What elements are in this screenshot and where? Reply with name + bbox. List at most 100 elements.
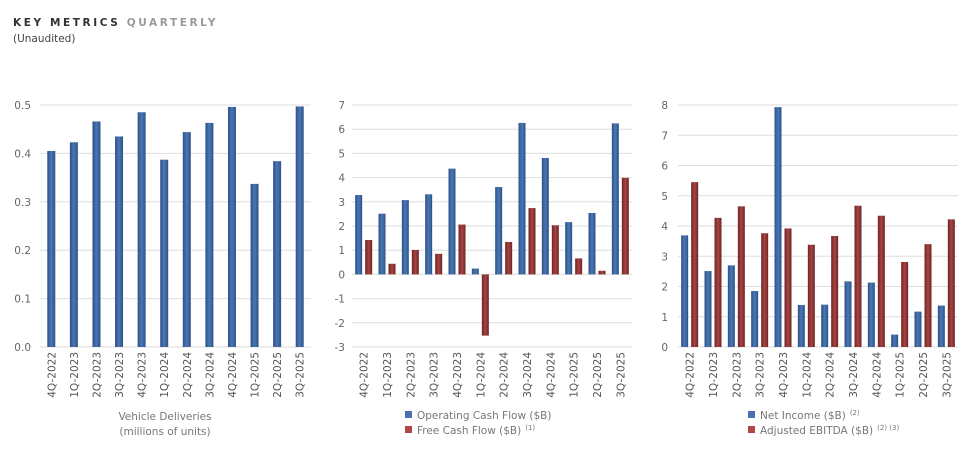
legend-label-text: Adjusted EBITDA ($B) <box>760 425 873 437</box>
bar-blue-4Q-2023 <box>137 112 146 347</box>
x-tick-label: 3Q-2023 <box>755 352 767 398</box>
title-secondary: QUARTERLY <box>126 17 219 29</box>
x-tick-label: 1Q-2024 <box>801 352 813 398</box>
bar-blue-3Q-2024 <box>205 122 214 348</box>
x-tick-label: 3Q-2024 <box>848 352 860 398</box>
y-tick-label: 4 <box>661 221 668 233</box>
bar-blue-2Q-2024 <box>495 187 503 275</box>
chart-1: 0.0 0.1 0.2 0.3 0.4 0.5 4Q-2022 1Q-2023 2Q-2023 3… <box>14 100 311 438</box>
x-tick-label: 2Q-2024 <box>499 352 511 398</box>
bar-blue-4Q-2022 <box>47 150 56 347</box>
bar-red-1Q-2024 <box>807 244 815 347</box>
x-tick-label: 2Q-2025 <box>918 352 930 398</box>
bar-red-1Q-2024 <box>481 274 489 336</box>
y-tick-label: 0.4 <box>14 148 31 160</box>
bar-blue-1Q-2024 <box>471 268 479 275</box>
x-tick-label: 1Q-2024 <box>159 352 171 398</box>
legend-label-text: Free Cash Flow ($B) <box>417 425 521 437</box>
bar-blue-1Q-2024 <box>797 304 805 347</box>
y-tick-label: -2 <box>335 318 345 330</box>
x-tick-label: 1Q-2023 <box>69 352 81 398</box>
x-tick-label: 2Q-2025 <box>272 352 284 398</box>
bar-blue-1Q-2025 <box>250 183 259 347</box>
bar-blue-4Q-2023 <box>448 168 456 275</box>
bar-red-3Q-2024 <box>528 208 536 275</box>
bar-red-4Q-2022 <box>365 240 373 275</box>
x-tick-label: 4Q-2022 <box>685 352 697 398</box>
y-tick-label: 1 <box>661 312 668 324</box>
legend-footnote: (2) <box>850 409 860 417</box>
bar-blue-1Q-2025 <box>891 334 899 347</box>
x-tick-label: 4Q-2022 <box>46 352 58 398</box>
bar-blue-2Q-2025 <box>914 311 922 347</box>
bar-blue-4Q-2024 <box>867 282 875 347</box>
legend-footnote: (2) (3) <box>877 424 899 432</box>
bar-blue-3Q-2025 <box>611 123 619 275</box>
x-tick-label: 3Q-2023 <box>429 352 441 398</box>
x-tick-label: 1Q-2025 <box>895 352 907 398</box>
bar-red-4Q-2023 <box>458 224 466 275</box>
bar-blue-2Q-2023 <box>92 121 101 348</box>
bar-blue-3Q-2025 <box>937 305 945 347</box>
y-tick-label: 7 <box>661 130 668 142</box>
y-tick-label: 4 <box>338 173 345 185</box>
bar-blue-4Q-2022 <box>355 195 363 275</box>
bar-blue-2Q-2024 <box>182 132 191 347</box>
x-tick-label: 1Q-2025 <box>569 352 581 398</box>
bar-blue-4Q-2024 <box>227 106 236 347</box>
legend-label-text: Net Income ($B) <box>760 410 846 422</box>
x-tick-label: 2Q-2023 <box>91 352 103 398</box>
bar-red-1Q-2023 <box>714 217 722 347</box>
legend-footnote: (1) <box>525 424 535 432</box>
x-tick-label: 3Q-2024 <box>204 352 216 398</box>
y-tick-label: 0.0 <box>14 342 31 354</box>
bar-red-4Q-2022 <box>691 182 699 347</box>
bar-red-1Q-2023 <box>388 263 396 275</box>
bar-blue-1Q-2023 <box>704 271 712 347</box>
y-tick-label: 5 <box>661 191 668 203</box>
y-tick-label: 7 <box>338 100 345 112</box>
x-tick-label: 3Q-2023 <box>114 352 126 398</box>
chart-caption: (millions of units) <box>119 426 210 438</box>
bar-red-4Q-2024 <box>551 225 559 275</box>
chart-3: 0 1 2 3 4 5 6 7 8 4Q-2022 1Q-2023 2Q-2023 3Q-2023 4Q-… <box>661 100 958 437</box>
x-tick-label: 4Q-2024 <box>227 352 239 398</box>
bar-red-2Q-2025 <box>924 244 932 347</box>
bar-blue-1Q-2025 <box>565 222 573 275</box>
bar-blue-3Q-2024 <box>518 122 526 275</box>
x-tick-label: 1Q-2023 <box>708 352 720 398</box>
bar-blue-3Q-2023 <box>751 291 759 347</box>
bar-blue-2Q-2024 <box>821 304 829 347</box>
y-tick-label: 3 <box>661 251 668 263</box>
legend-swatch-blue <box>748 411 755 418</box>
legend-label: Free Cash Flow ($B) (1) <box>417 424 535 437</box>
bar-blue-4Q-2023 <box>774 107 782 348</box>
y-tick-label: 2 <box>661 282 668 294</box>
y-tick-label: 0 <box>661 342 668 354</box>
y-tick-label: 6 <box>338 124 345 136</box>
bar-red-3Q-2023 <box>761 233 769 347</box>
x-tick-label: 4Q-2023 <box>452 352 464 398</box>
bar-red-1Q-2025 <box>575 258 583 275</box>
legend-swatch-red <box>748 426 755 433</box>
y-tick-label: 6 <box>661 161 668 173</box>
y-tick-label: 2 <box>338 221 345 233</box>
bar-blue-4Q-2024 <box>541 157 549 275</box>
page-title: KEY METRICS QUARTERLY <box>13 17 218 29</box>
bar-red-2Q-2024 <box>831 235 839 347</box>
bar-red-3Q-2023 <box>435 253 443 275</box>
x-tick-label: 2Q-2023 <box>405 352 417 398</box>
x-tick-label: 1Q-2023 <box>382 352 394 398</box>
bar-blue-2Q-2025 <box>588 212 596 275</box>
bar-red-2Q-2023 <box>737 206 745 347</box>
title-main: KEY METRICS <box>13 17 121 29</box>
bar-blue-1Q-2023 <box>378 213 386 275</box>
bar-blue-3Q-2023 <box>115 136 124 347</box>
chart-2: -3 -2 -1 0 1 2 3 4 5 6 7 4Q-2022 1Q-2023 2Q-2023 3Q-20… <box>335 100 632 437</box>
bar-red-2Q-2025 <box>598 270 606 275</box>
x-tick-label: 2Q-2025 <box>592 352 604 398</box>
y-tick-label: 0.2 <box>14 245 31 257</box>
bar-blue-2Q-2025 <box>273 161 282 347</box>
bar-red-3Q-2025 <box>621 177 629 275</box>
